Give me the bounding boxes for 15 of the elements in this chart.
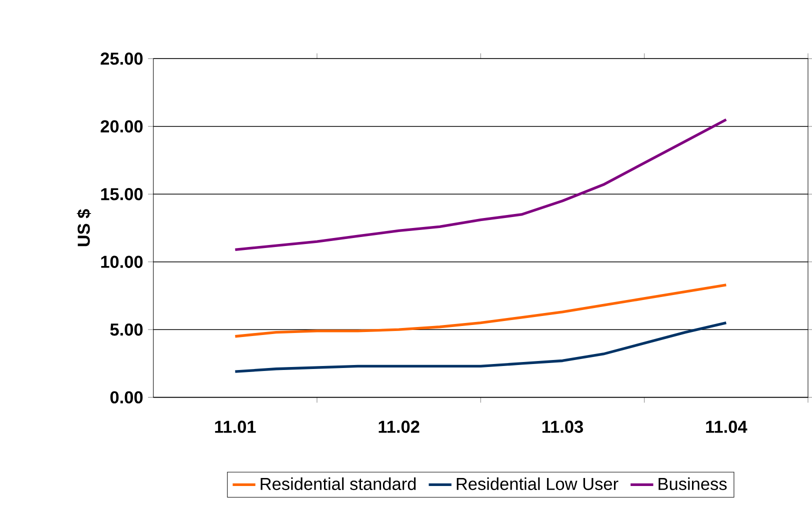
y-tick-label: 25.00 <box>100 52 143 65</box>
x-tick-label: 11.04 <box>706 420 748 434</box>
x-tick-label: 11.01 <box>215 420 256 434</box>
legend-label: Business <box>658 478 727 490</box>
x-tick-label: 11.02 <box>378 420 420 434</box>
y-tick-label: 20.00 <box>100 120 143 133</box>
y-tick-label: 0.00 <box>110 391 143 404</box>
y-tick-label: 15.00 <box>101 188 143 200</box>
legend-label: Residential Low User <box>456 478 618 490</box>
x-tick-label: 11.03 <box>542 420 584 434</box>
y-axis-title: US $ <box>76 209 91 246</box>
y-tick-label: 10.00 <box>101 256 143 268</box>
y-tick-label: 5.00 <box>110 324 143 336</box>
legend-label: Residential standard <box>260 478 416 490</box>
line-series <box>234 284 728 338</box>
